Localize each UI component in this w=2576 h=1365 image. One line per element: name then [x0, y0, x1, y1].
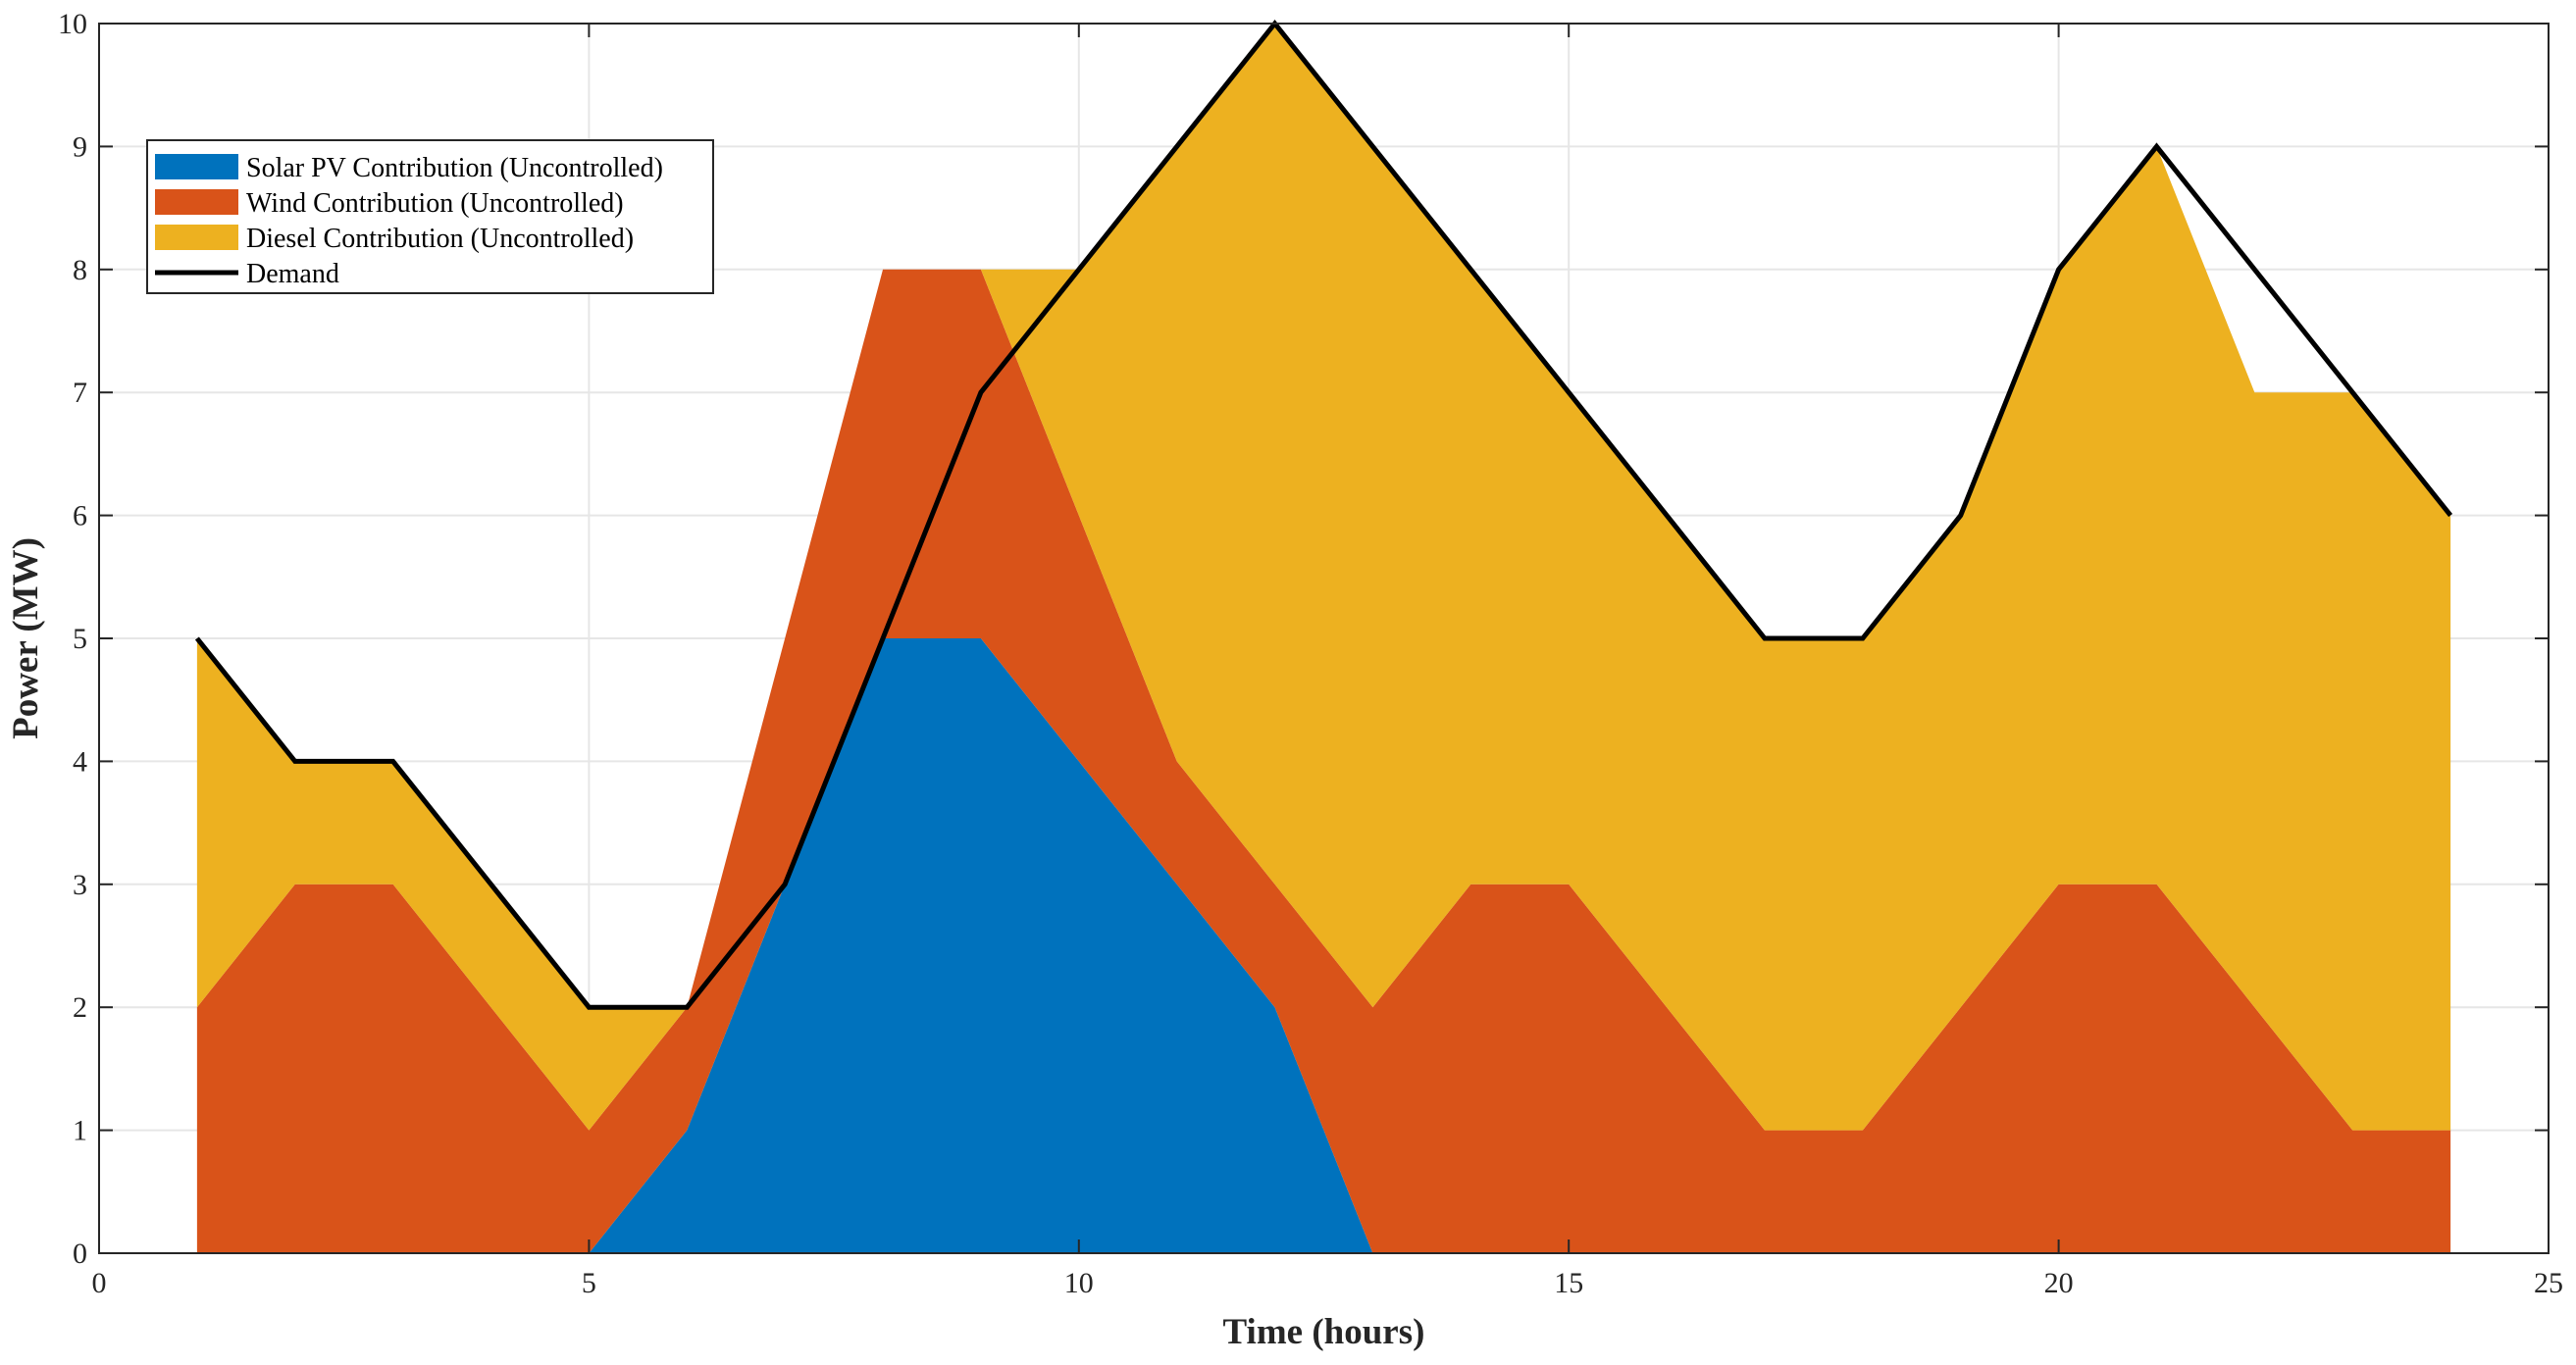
- y-tick-label: 6: [73, 500, 87, 532]
- y-tick-label: 5: [73, 623, 87, 655]
- y-tick-label: 9: [73, 130, 87, 163]
- x-tick-label: 25: [2534, 1267, 2563, 1299]
- legend-label: Wind Contribution (Uncontrolled): [246, 188, 624, 219]
- y-tick-label: 0: [73, 1238, 87, 1270]
- y-tick-label: 8: [73, 254, 87, 286]
- x-tick-label: 5: [582, 1267, 596, 1299]
- x-tick-label: 10: [1064, 1267, 1094, 1299]
- legend-label: Diesel Contribution (Uncontrolled): [246, 224, 634, 254]
- line-demand: [194, 19, 2453, 1010]
- y-tick-label: 4: [73, 745, 87, 778]
- y-tick-label: 3: [73, 869, 87, 901]
- area-diesel: [196, 24, 2451, 1131]
- x-tick-label: 15: [1554, 1267, 1583, 1299]
- x-tick-label: 0: [92, 1267, 107, 1299]
- y-tick-label: 1: [73, 1115, 87, 1147]
- x-tick-label: 20: [2044, 1267, 2074, 1299]
- legend-swatch: [155, 154, 238, 179]
- legend-swatch: [155, 225, 238, 250]
- legend-box: [146, 139, 714, 294]
- y-tick-label: 7: [73, 377, 87, 409]
- legend-swatch: [155, 189, 238, 215]
- y-tick-label: 2: [73, 991, 87, 1024]
- x-axis-label: Time (hours): [1223, 1312, 1425, 1352]
- tick-labels: 0 5 10 15 20 25 0 1 2 3 4 5 6 7 8 9 10: [58, 8, 2563, 1299]
- legend-label: Demand: [246, 259, 339, 289]
- y-tick-label: 10: [58, 8, 87, 40]
- axes-frame: [98, 23, 2550, 1254]
- area-wind: [196, 269, 2451, 1253]
- legend-label: Solar PV Contribution (Uncontrolled): [246, 153, 663, 183]
- legend: Solar PV Contribution (Uncontrolled) Wind…: [146, 139, 714, 294]
- area-solar: [196, 638, 2451, 1253]
- area-series: [196, 24, 2451, 1253]
- y-axis-label: Power (MW): [6, 537, 46, 739]
- line-series: [194, 19, 2453, 1010]
